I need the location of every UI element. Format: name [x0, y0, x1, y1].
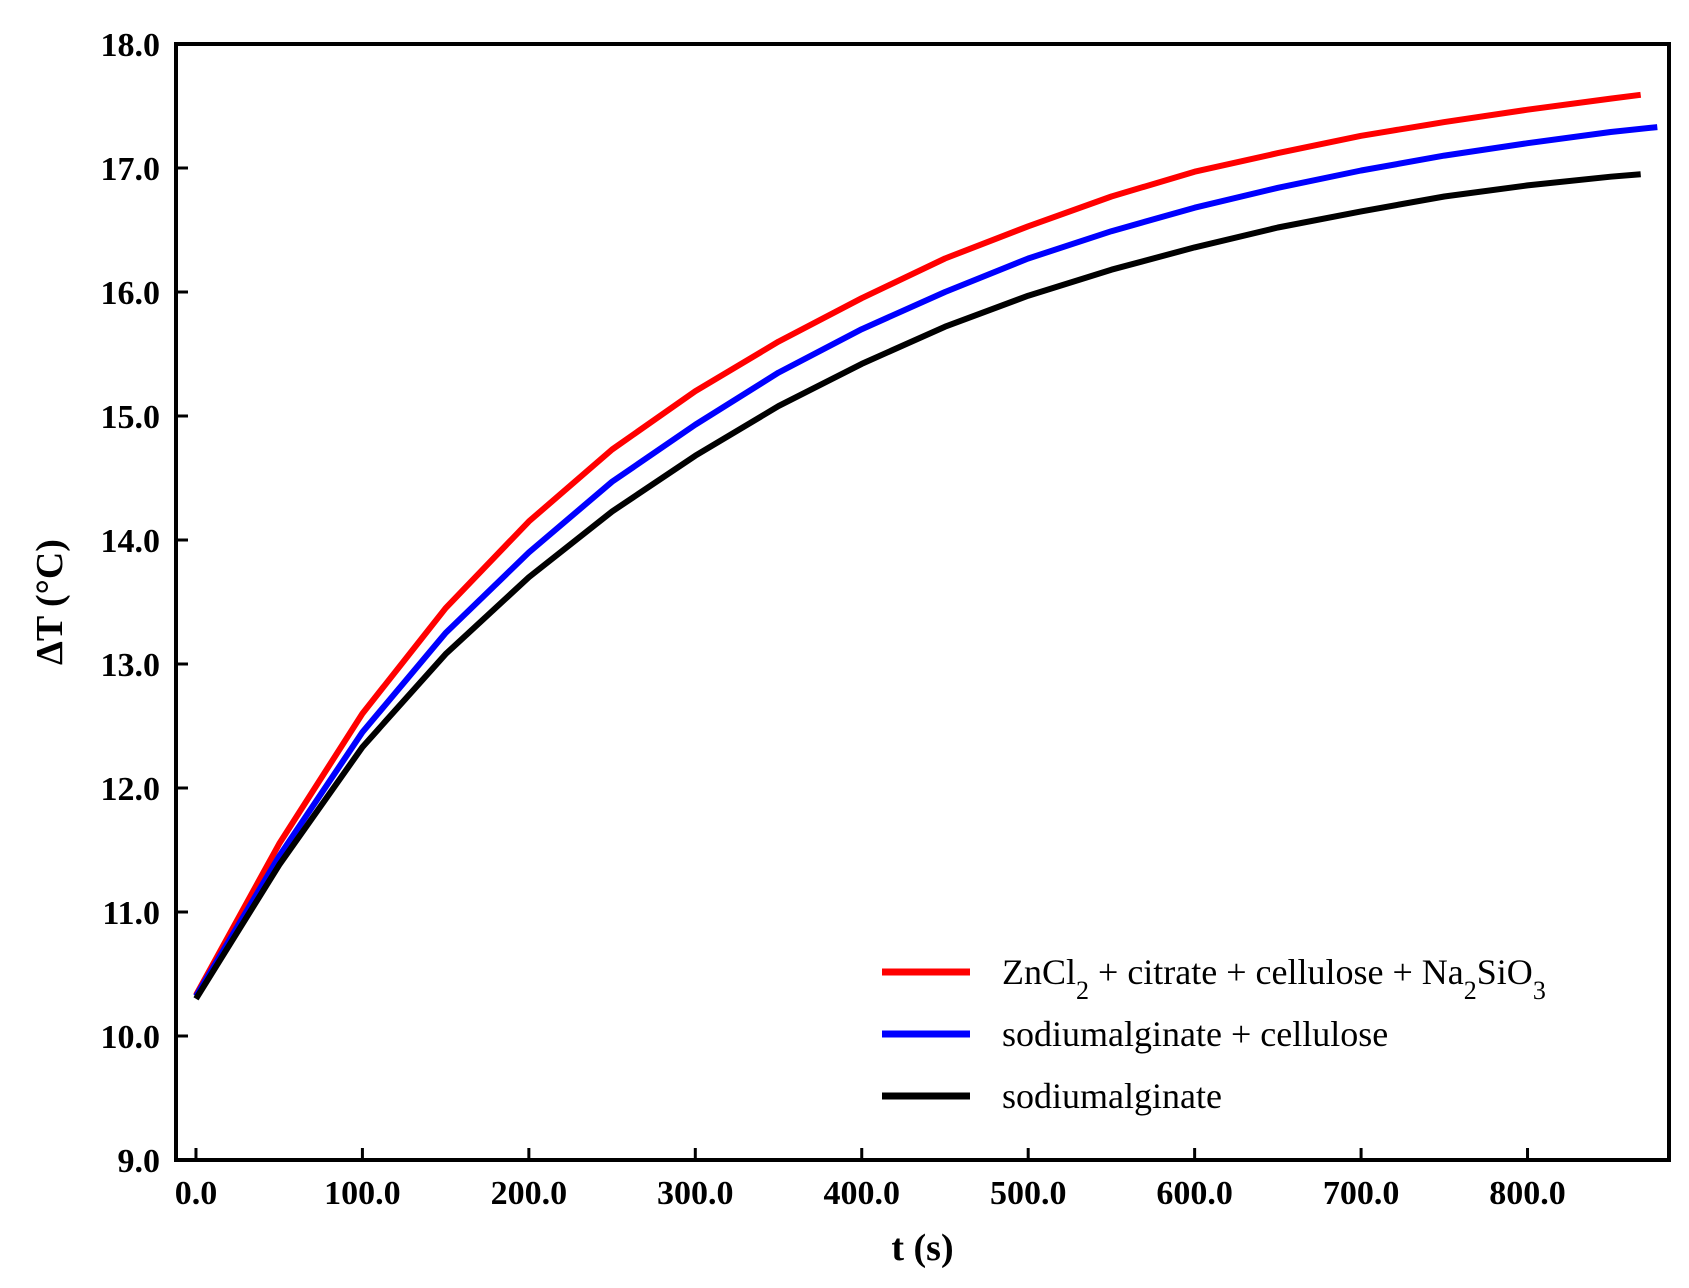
y-tick-label: 18.0 [101, 27, 161, 64]
y-tick-label: 11.0 [102, 895, 160, 932]
x-tick-label: 200.0 [491, 1175, 568, 1212]
x-tick-label: 500.0 [990, 1175, 1067, 1212]
plot-lines [193, 91, 1658, 1001]
x-tick-label: 0.0 [175, 1175, 218, 1212]
legend-label-2: sodiumalginate [1002, 1076, 1222, 1116]
y-tick-label: 17.0 [101, 151, 161, 188]
x-tick-label: 600.0 [1156, 1175, 1233, 1212]
y-tick-label: 14.0 [101, 523, 161, 560]
y-tick-label: 10.0 [101, 1019, 161, 1056]
x-tick-label: 800.0 [1489, 1175, 1566, 1212]
y-tick-label: 16.0 [101, 275, 161, 312]
legend: ZnCl2 + citrate + cellulose + Na2SiO3 sod… [882, 952, 1546, 1116]
y-tick-label: 15.0 [101, 399, 161, 436]
legend-label-1: sodiumalginate + cellulose [1002, 1014, 1388, 1054]
x-tick-label: 300.0 [657, 1175, 734, 1212]
legend-label-0: ZnCl2 + citrate + cellulose + Na2SiO3 [1002, 952, 1546, 1005]
y-tick-label: 12.0 [101, 771, 161, 808]
series-line-2 [193, 171, 1641, 1001]
y-tick-label: 9.0 [118, 1143, 161, 1180]
y-tick-label: 13.0 [101, 647, 161, 684]
series-line-0 [193, 91, 1642, 997]
plot-frame [174, 42, 1671, 1162]
tick-labels: 0.0 100.0 200.0 300.0 400.0 500.0 600.0 700.0 80… [101, 27, 1566, 1212]
x-tick-label: 700.0 [1323, 1175, 1400, 1212]
y-axis-title: ΔT (°C) [29, 539, 71, 665]
series-line-1 [193, 124, 1658, 998]
x-tick-label: 400.0 [823, 1175, 900, 1212]
x-axis-title: t (s) [891, 1227, 953, 1269]
x-tick-label: 100.0 [324, 1175, 401, 1212]
